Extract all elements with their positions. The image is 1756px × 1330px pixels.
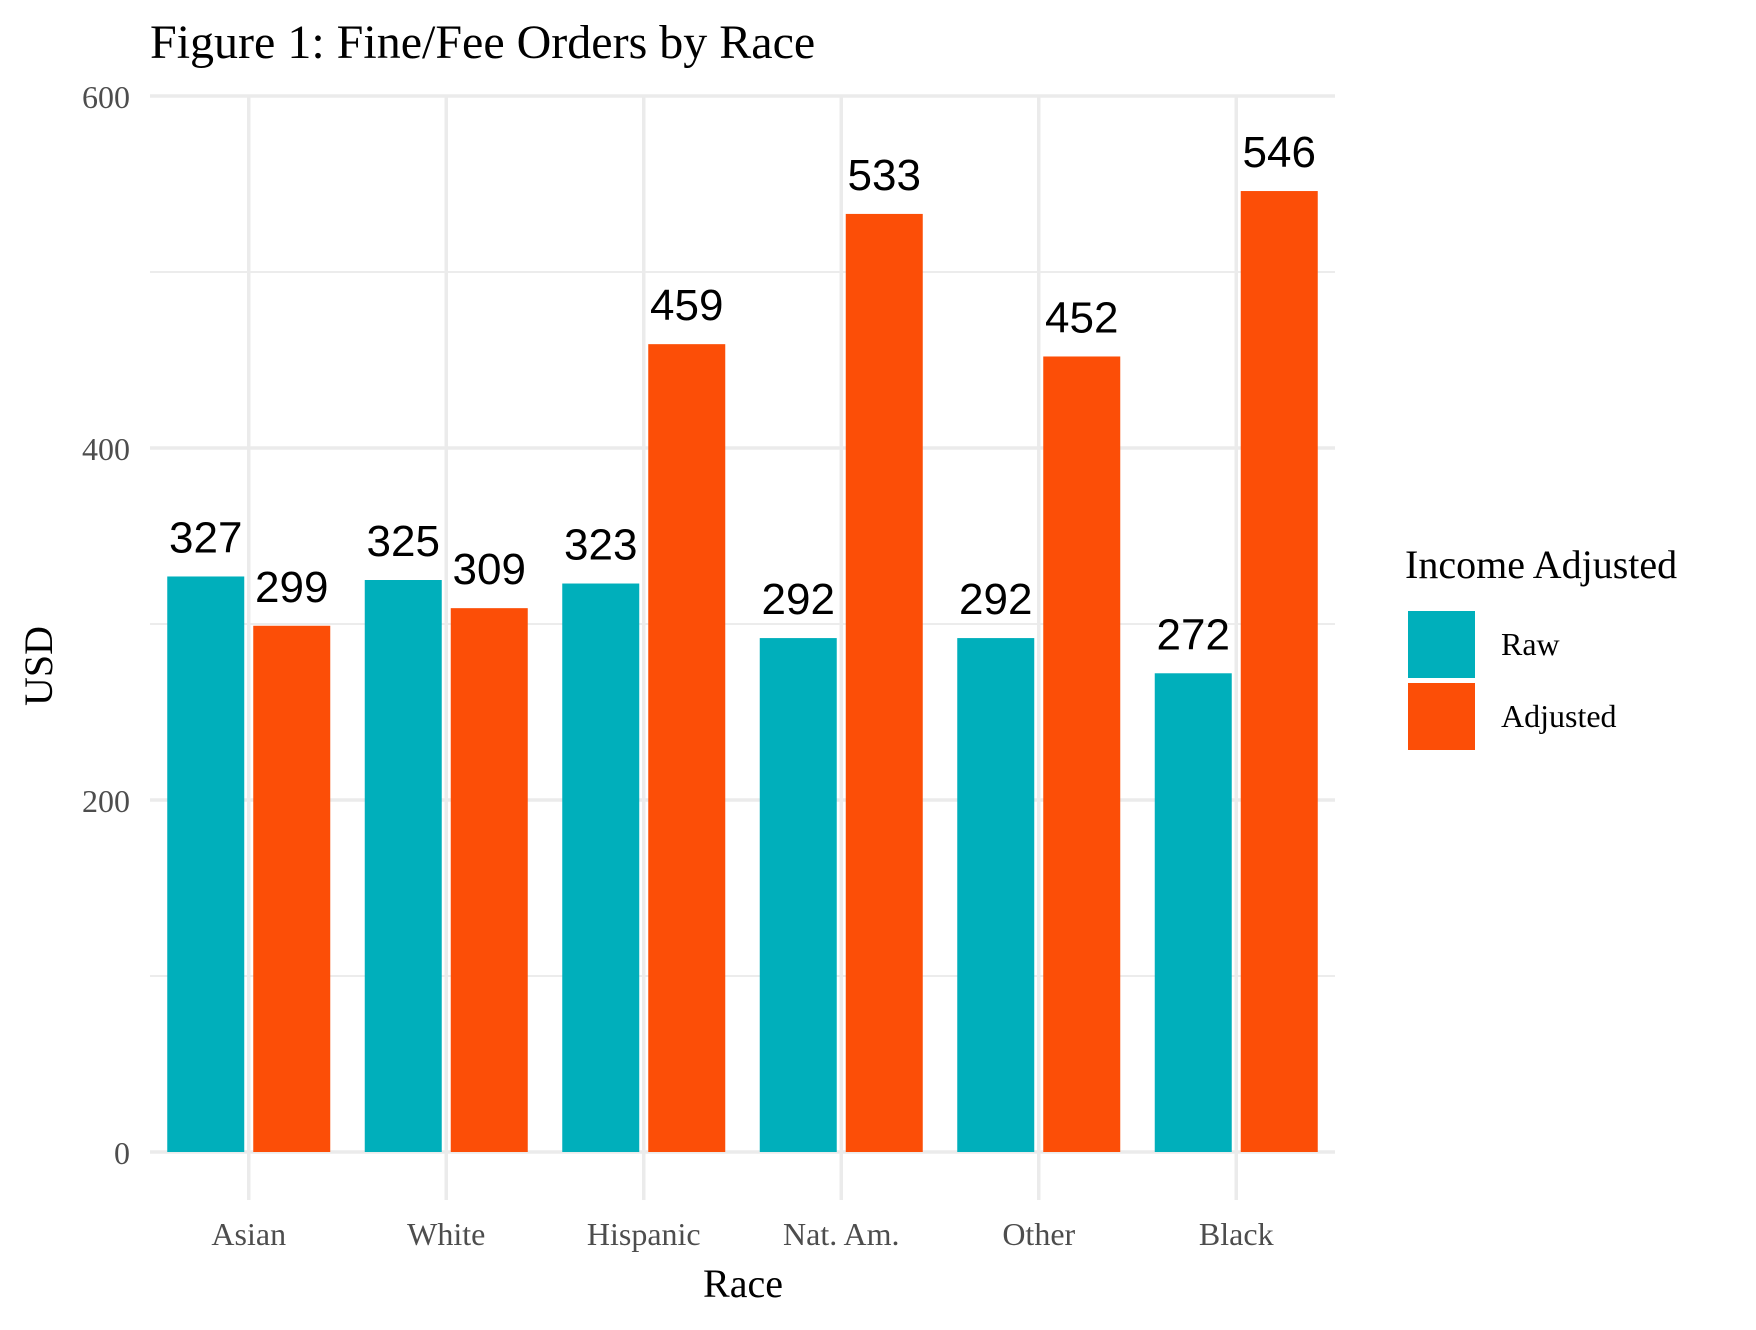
data-label: 533 xyxy=(848,151,921,200)
data-label: 309 xyxy=(453,545,526,594)
x-tick-label: Hispanic xyxy=(587,1216,701,1252)
data-label: 452 xyxy=(1045,293,1118,342)
data-label: 323 xyxy=(564,521,637,570)
data-label: 272 xyxy=(1157,610,1230,659)
minor-gridlines xyxy=(150,271,1335,977)
bars xyxy=(167,191,1318,1153)
x-tick-label: Black xyxy=(1199,1216,1274,1252)
data-labels: 327 325 323 292 292 272 299 309 459 533 452 546 xyxy=(169,128,1316,659)
data-label: 459 xyxy=(650,281,723,330)
x-tick-label: Asian xyxy=(211,1216,286,1252)
data-label: 292 xyxy=(959,575,1032,624)
bar-adjusted xyxy=(1043,356,1121,1153)
bar-adjusted xyxy=(253,625,331,1152)
x-axis-ticks: Asian White Hispanic Nat. Am. Other Black xyxy=(211,1216,1273,1252)
legend-swatch xyxy=(1408,683,1475,750)
y-tick-label: 600 xyxy=(82,79,130,115)
chart-title: Figure 1: Fine/Fee Orders by Race xyxy=(150,16,815,69)
data-label: 327 xyxy=(169,513,242,562)
x-tick-label: White xyxy=(407,1216,485,1252)
bar-adjusted xyxy=(648,344,726,1152)
bar-adjusted xyxy=(1240,191,1318,1153)
bar-raw xyxy=(1154,673,1232,1152)
major-gridlines xyxy=(150,94,1335,1200)
x-tick-label: Nat. Am. xyxy=(783,1216,899,1252)
y-tick-label: 0 xyxy=(114,1135,130,1171)
x-axis-title: Race xyxy=(703,1261,783,1306)
bar-raw xyxy=(759,638,837,1152)
bar-raw xyxy=(562,583,640,1152)
legend: Income Adjusted Raw Adjusted xyxy=(1405,542,1677,750)
bar-raw xyxy=(364,580,442,1152)
data-label: 546 xyxy=(1243,128,1316,177)
bar-raw xyxy=(167,576,245,1152)
bar-raw xyxy=(957,638,1035,1152)
data-label: 292 xyxy=(762,575,835,624)
legend-label: Adjusted xyxy=(1501,698,1617,734)
x-tick-label: Other xyxy=(1002,1216,1075,1252)
data-label: 325 xyxy=(367,517,440,566)
y-tick-label: 400 xyxy=(82,431,130,467)
y-axis-title: USD xyxy=(16,626,61,706)
legend-title: Income Adjusted xyxy=(1405,542,1677,587)
y-tick-label: 200 xyxy=(82,783,130,819)
data-label: 299 xyxy=(255,563,328,612)
bar-adjusted xyxy=(450,608,528,1152)
legend-items: Raw Adjusted xyxy=(1408,611,1617,750)
legend-label: Raw xyxy=(1501,626,1560,662)
bar-adjusted xyxy=(845,213,923,1153)
legend-swatch xyxy=(1408,611,1475,678)
y-axis-ticks: 0 200 400 600 xyxy=(82,79,130,1171)
